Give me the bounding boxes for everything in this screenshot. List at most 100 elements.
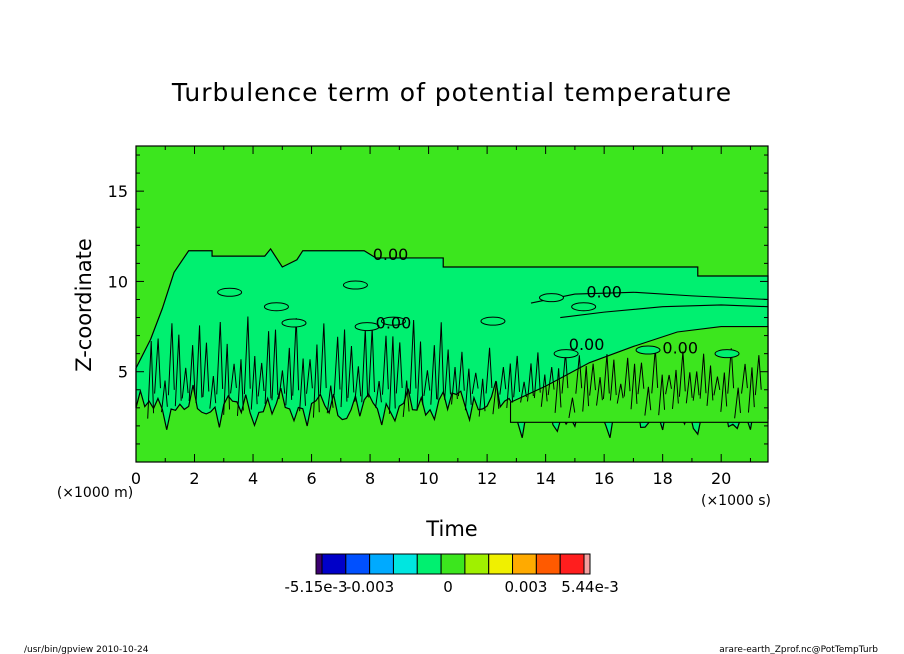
- colorbar-swatch: [392, 553, 418, 575]
- colorbar-swatch: [440, 553, 466, 575]
- y-tick-label: 5: [118, 363, 128, 382]
- contour-streak: [630, 363, 638, 410]
- contour-streak: [699, 353, 707, 399]
- colorbar-swatch: [488, 553, 514, 575]
- contour-streak: [540, 374, 548, 407]
- contour-streak: [243, 316, 251, 395]
- colorbar-label: 5.44e-3: [561, 578, 619, 596]
- contour-streak: [713, 376, 721, 396]
- contour-streak: [582, 365, 590, 412]
- contour-streak: [596, 377, 603, 406]
- contour-streak: [319, 323, 327, 394]
- contour-streak: [554, 368, 562, 413]
- contour-streak: [644, 386, 652, 416]
- contour-streak: [665, 374, 672, 395]
- contour-streak: [741, 363, 748, 394]
- contour-blob: [553, 349, 579, 359]
- contour-blob: [538, 293, 564, 303]
- contour-streak: [299, 358, 306, 412]
- plot-frame: [135, 145, 769, 463]
- contour-streak: [381, 335, 389, 395]
- contour-streak: [506, 363, 514, 409]
- contour-blob: [571, 302, 597, 312]
- contour-streak: [333, 336, 341, 395]
- x-tick-label: 10: [418, 469, 438, 488]
- colorbar-label: -0.003: [346, 578, 394, 596]
- contour-streak: [340, 329, 348, 408]
- contour-streak: [354, 366, 362, 402]
- contour-streak: [485, 347, 493, 394]
- contour-streak: [520, 381, 527, 403]
- x-unit-label: (×1000 s): [701, 493, 771, 509]
- contour-streak: [499, 366, 507, 395]
- contour-streak: [685, 372, 693, 404]
- contour-streak: [195, 325, 203, 404]
- contour-blob: [281, 318, 307, 328]
- footer-right: arare-earth_Zprof.nc@PotTempTurb: [719, 645, 878, 654]
- contour-streak: [264, 331, 272, 404]
- lower-band-region: [509, 326, 769, 423]
- contour-streak: [161, 380, 168, 413]
- y-tick-label: 15: [108, 182, 128, 201]
- contour-streak: [678, 351, 686, 397]
- colorbar-swatch: [535, 553, 561, 575]
- contour-streak: [444, 349, 451, 400]
- colorbar-swatch: [583, 553, 591, 575]
- contour-streak: [575, 355, 583, 394]
- contour-streak: [451, 367, 458, 405]
- contour-streak: [416, 341, 424, 411]
- contour-streak: [202, 342, 210, 397]
- contour-streak: [609, 359, 617, 401]
- y-unit-label: (×1000 m): [57, 485, 133, 501]
- contour-streak: [271, 329, 279, 401]
- contour-streak: [478, 378, 486, 417]
- x-axis-label: Time: [425, 517, 477, 541]
- colorbar-swatch: [464, 553, 490, 575]
- colorbar-label: 0: [443, 578, 453, 596]
- contour-blob: [480, 316, 506, 326]
- contour-streak: [430, 345, 438, 405]
- colorbar-label: -5.15e-3: [285, 578, 348, 596]
- contour-label: 0.00: [569, 335, 605, 354]
- contour-streak: [637, 362, 645, 395]
- contour-blob: [342, 280, 368, 290]
- contour-streak: [589, 363, 596, 396]
- contour-streak: [409, 319, 417, 394]
- contour-blob: [635, 345, 661, 355]
- contour-blob: [217, 287, 243, 297]
- contour-streak: [388, 336, 396, 414]
- x-tick-label: 20: [711, 469, 731, 488]
- plot-area: 0.00 0.00 0.00 0.00 0.00 0 2 4 6 8 10 12 14 16 18 20 5 10…: [108, 145, 769, 488]
- contour-streak: [174, 334, 182, 407]
- contour-streak: [147, 340, 155, 419]
- x-tick-label: 4: [248, 469, 258, 488]
- colorbar-swatch: [345, 553, 371, 575]
- contour-streak: [306, 359, 313, 394]
- contour-streak: [216, 321, 224, 395]
- chart-title: Turbulence term of potential temperature: [171, 78, 732, 107]
- y-tick-label: 10: [108, 272, 128, 291]
- x-tick-label: 6: [306, 469, 316, 488]
- contour-streak: [526, 363, 534, 402]
- colorbar-swatch: [559, 553, 585, 575]
- contour-streak: [250, 356, 258, 410]
- contour-streak: [471, 372, 479, 395]
- contour-blob: [354, 322, 380, 332]
- colorbar-label: 0.003: [505, 578, 548, 596]
- colorbar-swatch: [416, 553, 442, 575]
- contour-streak: [402, 380, 410, 417]
- contour-streak: [292, 318, 300, 396]
- contour-streak: [257, 362, 265, 397]
- contour-streak: [602, 354, 610, 399]
- contour-streak: [658, 374, 666, 416]
- contour-label: 0.00: [373, 245, 409, 264]
- x-tick-label: 8: [365, 469, 375, 488]
- footer-left: /usr/bin/gpview 2010-10-24: [24, 645, 149, 654]
- contour-streak: [727, 348, 735, 394]
- contour-streak: [167, 323, 175, 396]
- contour-streak: [437, 322, 445, 400]
- contour-streak: [209, 376, 217, 409]
- contour-blob: [380, 316, 406, 326]
- contour-streak: [616, 383, 624, 404]
